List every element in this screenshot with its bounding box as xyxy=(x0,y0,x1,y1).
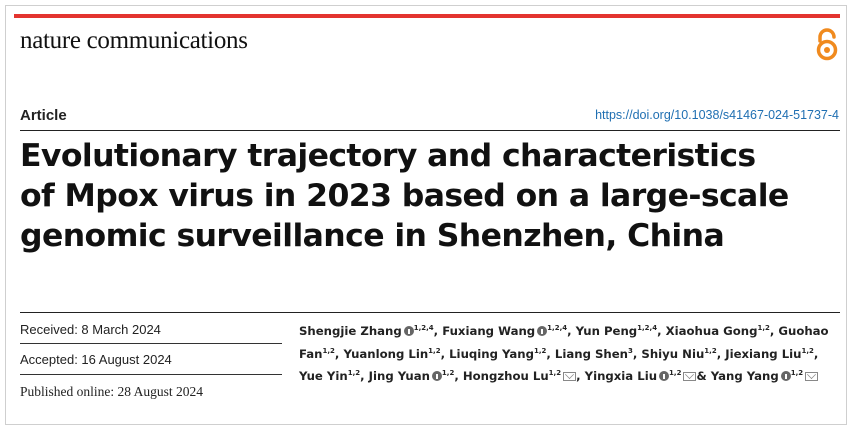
author-affiliation: 1,2 xyxy=(801,346,814,355)
published-date: Published online: 28 August 2024 xyxy=(20,384,204,399)
author-affiliation: 1,2 xyxy=(428,346,441,355)
author-separator: , xyxy=(716,346,722,361)
author-name[interactable]: Yingxia Liu xyxy=(584,369,658,383)
orcid-icon[interactable] xyxy=(403,326,414,336)
title-line: genomic surveillance in Shenzhen, China xyxy=(20,218,725,254)
author-affiliation: 1,2 xyxy=(669,369,682,377)
author-name[interactable]: Fuxiang Wang xyxy=(442,324,536,338)
author-affiliation: 1,2 xyxy=(704,346,717,355)
author-entry: Yingxia Liu 1,2 & xyxy=(585,369,707,383)
author-entry: Yue Yin1,2, xyxy=(299,369,365,383)
author-affiliation: 1,2 xyxy=(548,369,562,377)
author-name[interactable]: Yun Peng xyxy=(575,324,638,338)
author-name[interactable]: Jing Yuan xyxy=(368,369,430,383)
author-name[interactable]: Yang Yang xyxy=(710,369,779,383)
author-entry: Shiyu Niu1,2, xyxy=(641,347,721,361)
author-entry: Yang Yang 1,2 xyxy=(710,369,819,383)
mail-icon[interactable] xyxy=(683,372,697,381)
author-separator: , xyxy=(334,346,340,361)
author-affiliation: 1,2,4 xyxy=(413,324,434,332)
author-entry: Jing Yuan 1,2, xyxy=(369,369,459,383)
author-separator: , xyxy=(567,324,572,338)
journal-accent-bar xyxy=(14,14,840,18)
mail-icon[interactable] xyxy=(563,372,577,381)
accepted-date: Accepted: 16 August 2024 xyxy=(20,352,172,367)
author-entry: Liang Shen3, xyxy=(555,347,637,361)
date-divider xyxy=(20,374,282,375)
title-line: Evolutionary trajectory and characterist… xyxy=(20,138,756,174)
author-entry: Guohao Fan1,2, xyxy=(299,324,829,361)
author-separator: , xyxy=(813,346,819,361)
author-name[interactable]: Shengjie Zhang xyxy=(299,324,402,338)
author-separator: , xyxy=(632,346,638,361)
author-name[interactable]: Hongzhou Lu xyxy=(462,369,549,383)
author-affiliation: 3 xyxy=(628,346,633,355)
orcid-icon[interactable] xyxy=(659,371,670,381)
author-entry: Yuanlong Lin1,2, xyxy=(343,347,445,361)
author-affiliation: 1,2 xyxy=(347,369,361,377)
doi-link[interactable]: https://doi.org/10.1038/s41467-024-51737… xyxy=(595,108,839,122)
author-entry: Shengjie Zhang 1,2,4, xyxy=(299,324,438,338)
author-affiliation: 1,2 xyxy=(533,346,547,355)
article-header-frame xyxy=(5,5,847,425)
author-separator: , xyxy=(657,324,662,338)
author-name[interactable]: Guohao Fan xyxy=(299,324,829,361)
author-entry: Hongzhou Lu1,2, xyxy=(463,369,581,383)
title-divider xyxy=(20,312,840,313)
article-type-label: Article xyxy=(20,107,67,124)
received-date: Received: 8 March 2024 xyxy=(20,322,161,337)
title-line: of Mpox virus in 2023 based on a large-s… xyxy=(20,178,789,214)
author-separator: , xyxy=(546,346,551,361)
orcid-icon[interactable] xyxy=(537,326,548,336)
author-affiliation: 1,2,4 xyxy=(637,324,658,332)
article-title: Evolutionary trajectory and characterist… xyxy=(20,136,850,256)
author-name[interactable]: Yuanlong Lin xyxy=(343,346,429,361)
author-separator: , xyxy=(433,324,439,338)
author-name[interactable]: Xiaohua Gong xyxy=(665,324,758,338)
orcid-icon[interactable] xyxy=(780,371,791,381)
date-divider xyxy=(20,343,282,344)
author-separator: , xyxy=(360,369,365,383)
mail-icon[interactable] xyxy=(805,372,819,381)
author-name[interactable]: Liuqing Yang xyxy=(449,346,534,361)
author-affiliation: 1,2 xyxy=(757,324,770,332)
author-entry: Liuqing Yang1,2, xyxy=(449,347,551,361)
author-name[interactable]: Jiexiang Liu xyxy=(725,346,802,361)
author-affiliation: 1,2 xyxy=(441,369,455,377)
author-list: Shengjie Zhang 1,2,4, Fuxiang Wang 1,2,4, … xyxy=(299,319,844,387)
orcid-icon[interactable] xyxy=(431,371,442,381)
author-separator: , xyxy=(769,324,775,338)
header-divider xyxy=(20,130,840,131)
author-separator: & xyxy=(696,369,707,383)
author-entry: Yun Peng1,2,4, xyxy=(576,324,662,338)
author-entry: Jiexiang Liu1,2, xyxy=(725,347,818,361)
author-affiliation: 1,2 xyxy=(322,346,335,355)
author-name[interactable]: Yue Yin xyxy=(299,369,348,383)
author-name[interactable]: Liang Shen xyxy=(554,346,629,361)
author-affiliation: 1,2,4 xyxy=(547,324,568,332)
author-separator: , xyxy=(576,369,581,383)
author-separator: , xyxy=(454,369,459,383)
author-entry: Xiaohua Gong1,2, xyxy=(666,324,775,338)
author-entry: Fuxiang Wang 1,2,4, xyxy=(442,324,571,338)
author-separator: , xyxy=(440,346,446,361)
journal-name[interactable]: nature communications xyxy=(20,27,248,54)
author-name[interactable]: Shiyu Niu xyxy=(641,346,705,361)
author-affiliation: 1,2 xyxy=(790,369,804,377)
open-access-icon[interactable] xyxy=(815,28,839,62)
